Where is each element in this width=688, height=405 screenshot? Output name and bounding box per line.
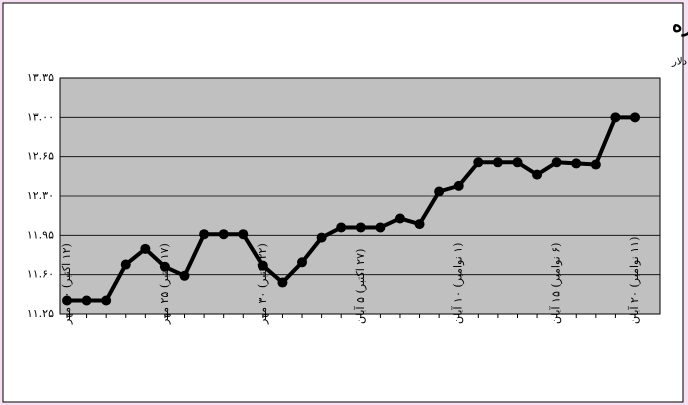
y-tick-label: ۱۲.۶۵ xyxy=(27,150,54,163)
point xyxy=(277,277,288,288)
x-tick-label: (۱ نوامبر) ۱۰ آبان xyxy=(452,243,465,324)
point xyxy=(316,232,327,243)
chart-subtitle: هر اونس به دلار xyxy=(671,57,688,68)
y-tick-label: ۱۱.۶۰ xyxy=(27,268,54,281)
point xyxy=(434,186,445,197)
point xyxy=(610,112,621,123)
y-tick-label: ۱۳.۳۵ xyxy=(27,71,54,84)
point xyxy=(473,157,484,168)
point xyxy=(532,169,543,180)
point xyxy=(630,112,640,123)
point xyxy=(238,229,249,240)
point xyxy=(218,229,229,240)
point xyxy=(590,159,601,170)
x-tick-label: (۱۷ اکتبر) ۲۵ مهر xyxy=(158,243,171,325)
x-tick-label: (۶ نوامبر) ۱۵ آبان xyxy=(550,243,563,324)
x-tick-label: (۱۲ اکتبر) ۲۰ مهر xyxy=(60,243,73,325)
point xyxy=(257,260,268,271)
point xyxy=(297,257,308,268)
point xyxy=(159,261,170,272)
point xyxy=(62,295,72,306)
y-tick-label: ۱۱.۲۵ xyxy=(27,307,54,320)
point xyxy=(571,158,582,169)
point xyxy=(355,222,366,233)
point xyxy=(336,222,347,233)
chart-title: قیمت جهانی نقره xyxy=(672,13,688,38)
point xyxy=(101,295,112,306)
y-tick-label: ۱۱.۹۵ xyxy=(27,228,54,241)
point xyxy=(120,259,131,270)
point xyxy=(140,243,151,254)
point xyxy=(375,222,386,233)
x-tick-label: (۲۷ اکتبر) ۵ آبان xyxy=(354,249,367,324)
point xyxy=(551,157,562,168)
point xyxy=(199,229,210,240)
point xyxy=(179,270,190,281)
point xyxy=(492,157,503,168)
y-tick-label: ۱۳.۰۰ xyxy=(27,110,54,123)
point xyxy=(394,213,405,224)
point xyxy=(81,295,92,306)
point xyxy=(414,219,425,230)
point xyxy=(512,157,523,168)
point xyxy=(453,180,464,191)
y-tick-label: ۱۲.۳۰ xyxy=(27,189,54,202)
x-tick-label: (۱۱ نوامبر) ۲۰ آبان xyxy=(628,237,641,324)
